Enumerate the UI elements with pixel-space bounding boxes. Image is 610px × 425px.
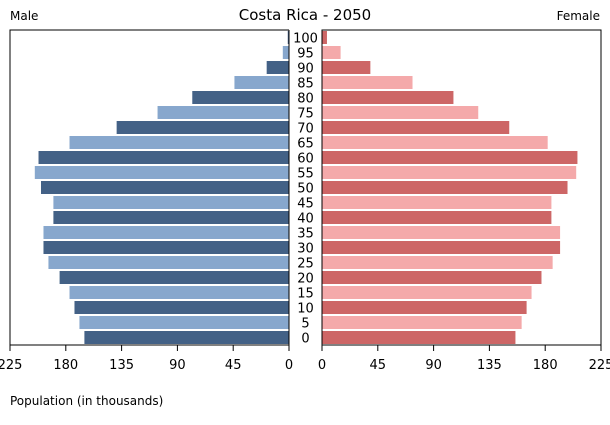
x-tick-label-left-45: 45 <box>225 358 242 373</box>
male-bar-100 <box>287 31 289 44</box>
male-bar-90 <box>266 61 289 74</box>
male-bar-20 <box>59 271 289 284</box>
female-bar-55 <box>322 166 577 179</box>
male-label: Male <box>10 9 38 23</box>
age-label-80: 80 <box>297 92 314 107</box>
x-tick-label-right-90: 90 <box>425 358 442 373</box>
age-label-50: 50 <box>297 182 314 197</box>
female-bar-20 <box>322 271 542 284</box>
male-bar-50 <box>41 181 289 194</box>
age-label-0: 0 <box>301 332 309 347</box>
age-label-65: 65 <box>297 137 314 152</box>
x-axis-label: Population (in thousands) <box>10 394 163 408</box>
male-bar-0 <box>84 331 290 344</box>
male-bar-70 <box>116 121 289 134</box>
male-bar-85 <box>234 76 289 89</box>
male-bar-45 <box>53 196 290 209</box>
age-label-70: 70 <box>297 122 314 137</box>
x-tick-label-right-180: 180 <box>533 358 558 373</box>
age-label-45: 45 <box>297 197 314 212</box>
age-label-55: 55 <box>297 167 314 182</box>
age-label-20: 20 <box>297 272 314 287</box>
age-label-15: 15 <box>297 287 314 302</box>
male-bar-10 <box>74 301 289 314</box>
age-label-35: 35 <box>297 227 314 242</box>
male-bar-55 <box>34 166 289 179</box>
x-tick-label-left-135: 135 <box>109 358 134 373</box>
female-bar-15 <box>322 286 532 299</box>
x-tick-label-left-180: 180 <box>53 358 78 373</box>
x-tick-label-left-0: 0 <box>285 358 293 373</box>
female-label: Female <box>557 9 600 23</box>
age-label-100: 100 <box>293 32 318 47</box>
age-label-60: 60 <box>297 152 314 167</box>
male-bar-30 <box>43 241 290 254</box>
female-bar-75 <box>322 106 479 119</box>
female-bar-60 <box>322 151 578 164</box>
x-tick-label-right-135: 135 <box>477 358 502 373</box>
male-bar-25 <box>48 256 289 269</box>
age-label-95: 95 <box>297 47 314 62</box>
x-tick-label-right-0: 0 <box>318 358 326 373</box>
female-bar-5 <box>322 316 522 329</box>
female-bar-100 <box>322 31 327 44</box>
age-label-5: 5 <box>301 317 309 332</box>
female-plot-frame <box>321 29 602 346</box>
male-bar-65 <box>69 136 290 149</box>
x-tick-label-right-225: 225 <box>589 358 610 373</box>
male-bar-35 <box>43 226 290 239</box>
male-bar-40 <box>53 211 290 224</box>
x-tick-label-left-90: 90 <box>169 358 186 373</box>
female-bar-65 <box>322 136 548 149</box>
female-bar-10 <box>322 301 527 314</box>
age-label-85: 85 <box>297 77 314 92</box>
chart-title: Costa Rica - 2050 <box>239 6 371 24</box>
age-label-25: 25 <box>297 257 314 272</box>
x-tick-label-left-225: 225 <box>0 358 22 373</box>
female-bar-95 <box>322 46 341 59</box>
male-bar-80 <box>192 91 289 104</box>
female-bar-80 <box>322 91 454 104</box>
age-label-30: 30 <box>297 242 314 257</box>
female-bar-70 <box>322 121 510 134</box>
male-bar-95 <box>282 46 289 59</box>
female-bar-90 <box>322 61 371 74</box>
age-label-75: 75 <box>297 107 314 122</box>
female-bar-25 <box>322 256 553 269</box>
female-bar-0 <box>322 331 516 344</box>
female-bar-50 <box>322 181 568 194</box>
age-label-10: 10 <box>297 302 314 317</box>
female-bar-40 <box>322 211 552 224</box>
age-label-40: 40 <box>297 212 314 227</box>
male-bar-60 <box>38 151 289 164</box>
female-bar-35 <box>322 226 561 239</box>
male-bar-75 <box>157 106 289 119</box>
age-label-90: 90 <box>297 62 314 77</box>
x-tick-label-right-45: 45 <box>370 358 387 373</box>
male-bar-15 <box>69 286 290 299</box>
female-bar-85 <box>322 76 413 89</box>
female-bar-30 <box>322 241 561 254</box>
male-bar-5 <box>79 316 289 329</box>
female-bar-45 <box>322 196 552 209</box>
